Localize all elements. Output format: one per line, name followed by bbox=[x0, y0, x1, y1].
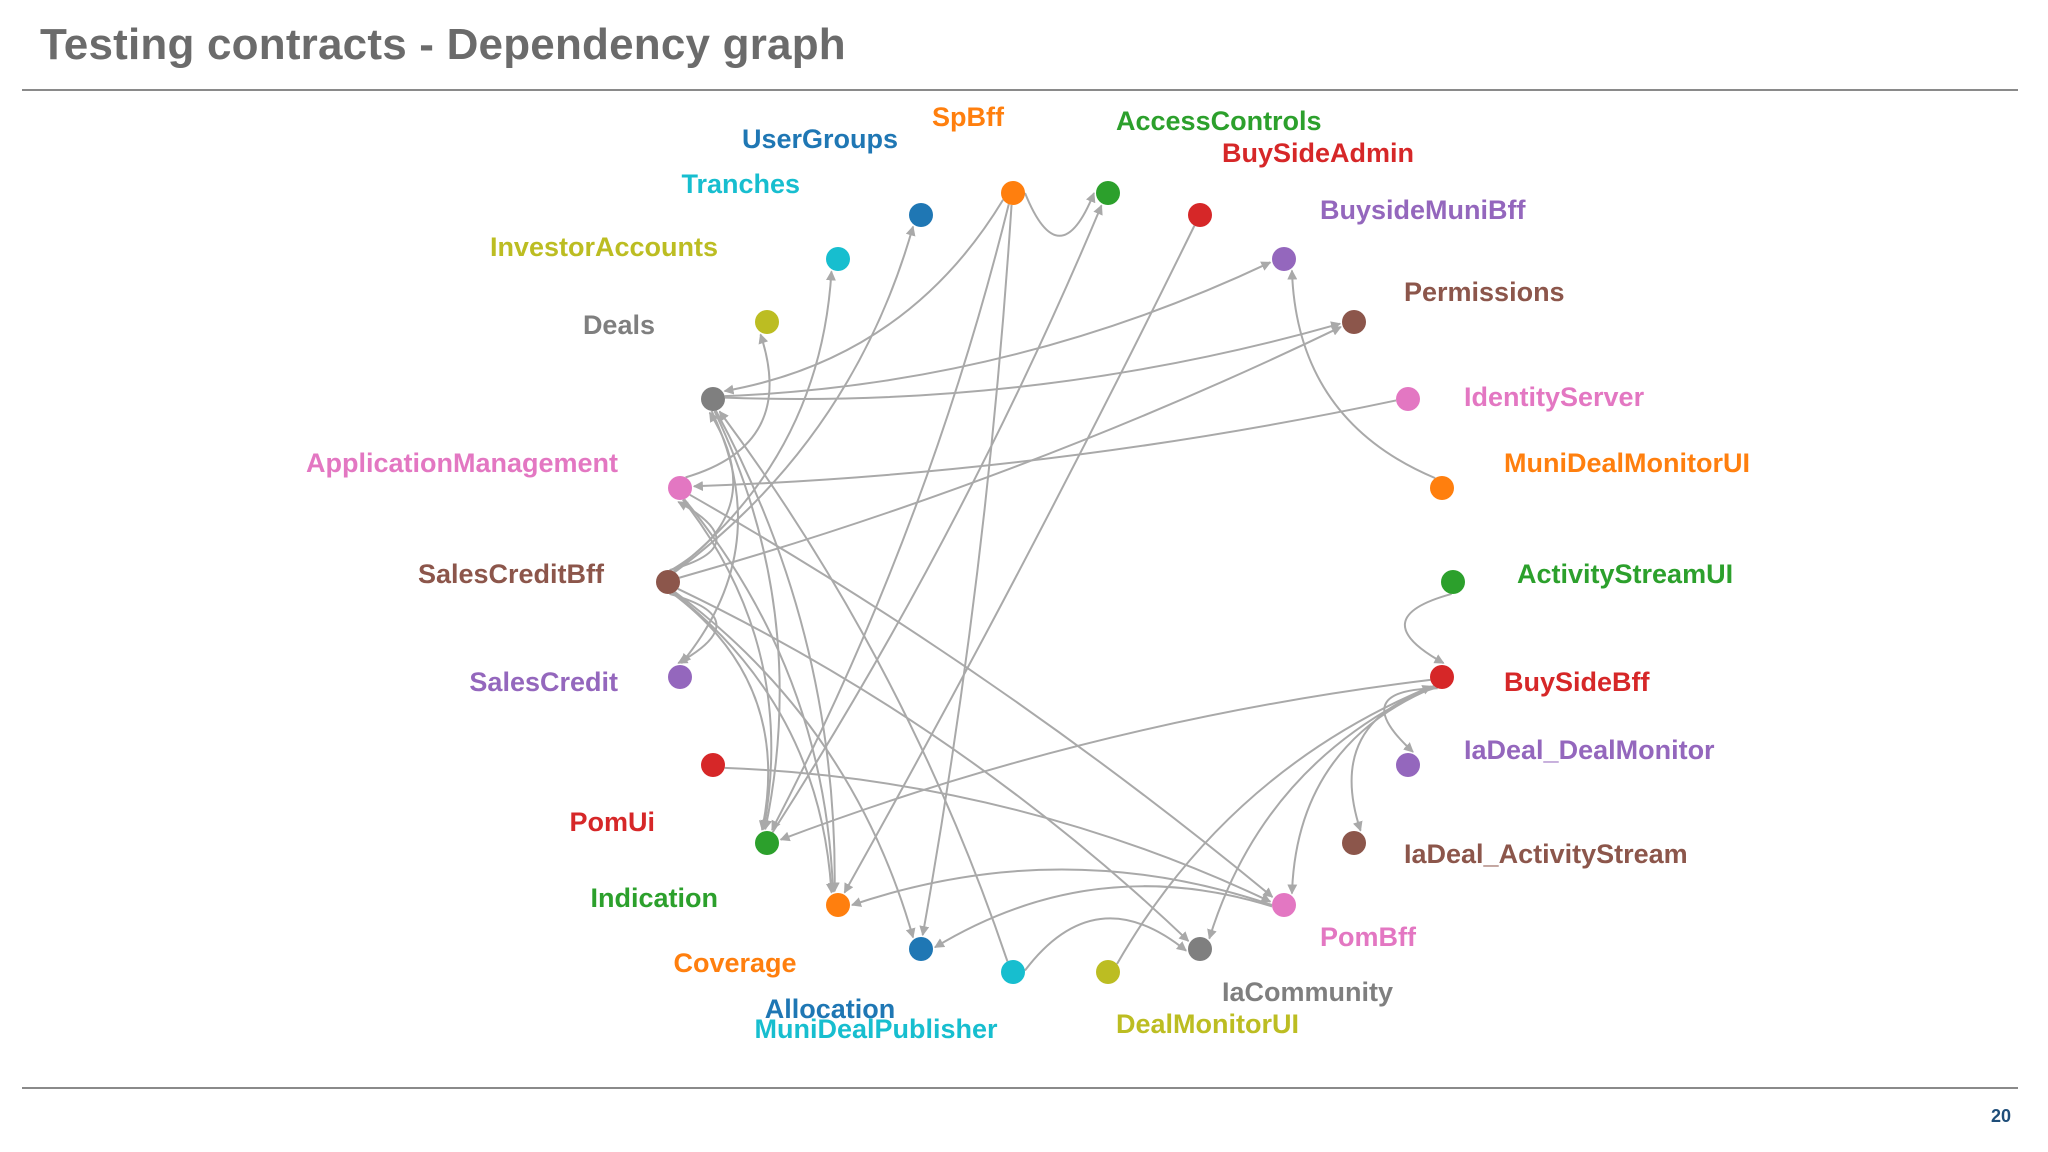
node-label-DealMonitorUI: DealMonitorUI bbox=[1116, 1009, 1299, 1039]
node-InvestorAccounts[interactable] bbox=[755, 310, 779, 334]
edge-Deals-to-SalesCredit bbox=[680, 410, 739, 664]
node-label-Deals: Deals bbox=[583, 310, 655, 340]
edge-BuySideBff-to-IaDeal_DealMonitor bbox=[1383, 687, 1438, 753]
node-label-UserGroups: UserGroups bbox=[742, 124, 898, 154]
node-label-BuysideMuniBff: BuysideMuniBff bbox=[1320, 195, 1527, 225]
node-label-ActivityStreamUI: ActivityStreamUI bbox=[1517, 559, 1733, 589]
edge-SalesCreditBff-to-Coverage bbox=[672, 591, 836, 894]
edge-PomUi-to-PomBff bbox=[724, 766, 1272, 903]
node-label-ApplicationManagement: ApplicationManagement bbox=[306, 448, 618, 478]
edge-Deals-to-BuysideMuniBff bbox=[724, 261, 1272, 398]
node-ActivityStreamUI[interactable] bbox=[1441, 570, 1465, 594]
node-label-IaDeal_DealMonitor: IaDeal_DealMonitor bbox=[1464, 735, 1715, 765]
edges-layer bbox=[669, 192, 1452, 972]
nodes-layer bbox=[656, 181, 1465, 984]
edge-ActivityStreamUI-to-BuySideBff bbox=[1403, 592, 1452, 664]
labels-layer: UserGroups SpBff AccessControlsBuySideAdmi… bbox=[306, 102, 1750, 1044]
edge-SpBff-to-Deals bbox=[723, 199, 1004, 395]
edge-IdentityServer-to-ApplicationManagement bbox=[692, 399, 1397, 491]
title-divider bbox=[22, 89, 2018, 91]
edge-BuySideBff-to-IaDeal_ActivityStream bbox=[1350, 686, 1437, 832]
node-Deals[interactable] bbox=[701, 387, 725, 411]
node-BuySideBff[interactable] bbox=[1430, 665, 1454, 689]
node-Tranches[interactable] bbox=[826, 247, 850, 271]
node-IaDeal_ActivityStream[interactable] bbox=[1342, 831, 1366, 855]
edge-SalesCreditBff-to-Tranches bbox=[672, 270, 836, 573]
edge-SpBff-to-Allocation bbox=[919, 204, 1013, 937]
node-label-PomUi: PomUi bbox=[569, 807, 655, 837]
edge-ApplicationManagement-to-Coverage bbox=[683, 498, 838, 893]
node-label-SpBff: SpBff bbox=[932, 102, 1005, 132]
node-Indication[interactable] bbox=[755, 831, 779, 855]
node-label-BuySideAdmin: BuySideAdmin bbox=[1222, 138, 1414, 168]
edge-SalesCreditBff-to-UserGroups bbox=[674, 225, 916, 573]
node-label-Allocation: Allocation bbox=[765, 994, 896, 1024]
edge-SalesCreditBff-to-Indication bbox=[671, 592, 770, 831]
edge-MuniDealPublisher-to-IaCommunity bbox=[1024, 917, 1187, 972]
node-ApplicationManagement[interactable] bbox=[668, 476, 692, 500]
node-label-InvestorAccounts: InvestorAccounts bbox=[490, 232, 718, 262]
edge-ApplicationManagement-to-Indication bbox=[682, 499, 773, 831]
node-MuniDealMonitorUI[interactable] bbox=[1430, 476, 1454, 500]
node-label-Tranches: Tranches bbox=[681, 169, 800, 199]
footer-divider bbox=[22, 1087, 2018, 1089]
node-Permissions[interactable] bbox=[1342, 310, 1366, 334]
node-Allocation[interactable] bbox=[909, 937, 933, 961]
node-PomUi[interactable] bbox=[701, 753, 725, 777]
node-label-IdentityServer: IdentityServer bbox=[1464, 382, 1645, 412]
node-SalesCreditBff[interactable] bbox=[656, 570, 680, 594]
edge-Indication-to-AccessControls bbox=[771, 204, 1103, 833]
edge-SalesCreditBff-to-Allocation bbox=[674, 591, 916, 939]
edge-MuniDealPublisher-to-Deals bbox=[718, 410, 1009, 962]
node-DealMonitorUI[interactable] bbox=[1096, 960, 1120, 984]
edge-ApplicationManagement-to-InvestorAccounts bbox=[685, 333, 771, 479]
node-MuniDealPublisher[interactable] bbox=[1001, 960, 1025, 984]
edge-PomBff-to-Allocation bbox=[934, 885, 1273, 949]
edge-SpBff-to-AccessControls bbox=[1024, 192, 1096, 237]
edge-SpBff-to-Indication bbox=[771, 203, 1010, 831]
node-label-Indication: Indication bbox=[591, 883, 719, 913]
node-label-AccessControls: AccessControls bbox=[1116, 106, 1322, 136]
edge-SalesCreditBff-to-Permissions bbox=[678, 326, 1342, 579]
slide-title: Testing contracts - Dependency graph bbox=[40, 20, 846, 69]
node-IaDeal_DealMonitor[interactable] bbox=[1396, 753, 1420, 777]
edge-BuySideBff-to-PomBff bbox=[1287, 685, 1436, 895]
node-IdentityServer[interactable] bbox=[1396, 387, 1420, 411]
edge-DealMonitorUI-to-BuySideBff bbox=[1116, 685, 1433, 965]
edge-Deals-to-Coverage bbox=[714, 410, 840, 893]
node-label-PomBff: PomBff bbox=[1320, 922, 1417, 952]
node-label-Coverage: Coverage bbox=[673, 948, 796, 978]
node-label-BuySideBff: BuySideBff bbox=[1504, 667, 1651, 697]
node-label-Permissions: Permissions bbox=[1404, 277, 1565, 307]
node-label-IaDeal_ActivityStream: IaDeal_ActivityStream bbox=[1404, 839, 1688, 869]
edge-PomBff-to-Coverage bbox=[851, 868, 1273, 907]
edge-SalesCreditBff-to-IaCommunity bbox=[677, 587, 1190, 942]
edge-MuniDealMonitorUI-to-BuysideMuniBff bbox=[1287, 269, 1436, 480]
node-UserGroups[interactable] bbox=[909, 203, 933, 227]
edge-Deals-to-Permissions bbox=[724, 321, 1342, 400]
node-AccessControls[interactable] bbox=[1096, 181, 1120, 205]
edge-BuySideBff-to-IaCommunity bbox=[1207, 685, 1435, 940]
node-label-SalesCreditBff: SalesCreditBff bbox=[418, 559, 605, 589]
node-SpBff[interactable] bbox=[1001, 181, 1025, 205]
node-BuySideAdmin[interactable] bbox=[1188, 203, 1212, 227]
page-number: 20 bbox=[1990, 1106, 2011, 1126]
edge-BuySideBff-to-Indication bbox=[779, 678, 1431, 842]
node-IaCommunity[interactable] bbox=[1188, 937, 1212, 961]
node-Coverage[interactable] bbox=[826, 893, 850, 917]
edge-SalesCreditBff-to-SalesCredit bbox=[669, 592, 718, 664]
node-label-MuniDealPublisher: MuniDealPublisher bbox=[754, 1014, 998, 1044]
node-PomBff[interactable] bbox=[1272, 893, 1296, 917]
node-SalesCredit[interactable] bbox=[668, 665, 692, 689]
edge-ApplicationManagement-to-PomBff bbox=[689, 493, 1274, 898]
node-label-MuniDealMonitorUI: MuniDealMonitorUI bbox=[1504, 448, 1750, 478]
node-label-SalesCredit: SalesCredit bbox=[469, 667, 618, 697]
node-label-IaCommunity: IaCommunity bbox=[1222, 977, 1393, 1007]
node-BuysideMuniBff[interactable] bbox=[1272, 247, 1296, 271]
